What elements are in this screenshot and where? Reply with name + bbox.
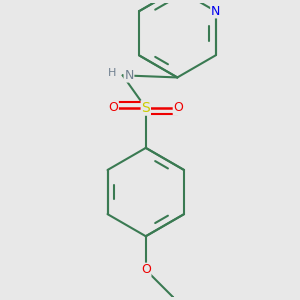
Text: O: O — [173, 101, 183, 114]
Text: S: S — [141, 101, 150, 115]
Text: N: N — [211, 5, 220, 18]
Text: O: O — [141, 263, 151, 276]
Text: O: O — [108, 101, 118, 114]
Text: N: N — [124, 69, 134, 82]
Text: H: H — [108, 68, 116, 78]
